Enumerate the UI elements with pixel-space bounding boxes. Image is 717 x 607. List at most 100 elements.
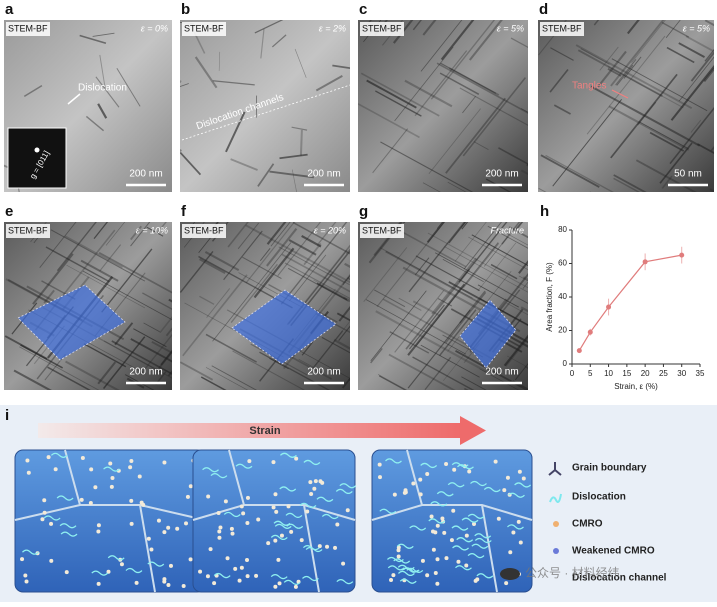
cmro-dot [276,558,280,562]
legend-label: Grain boundary [572,463,647,474]
cmro-dot [300,538,304,542]
cmro-dot [43,511,47,515]
cmro-dot [508,550,512,554]
x-tick-label: 35 [696,369,705,378]
cmro-dot [27,471,31,475]
cmro-dot [120,562,124,566]
cmro-dot [517,520,521,524]
cmro-dot [434,571,438,575]
cmro-dot [504,581,508,585]
cmro-dot [217,536,221,540]
strain-label: ε = 20% [314,225,346,235]
cmro-dot [212,581,216,585]
cmro-dot [42,498,46,502]
dislocation-line [301,130,302,156]
cmro-dot [129,459,133,463]
cmro-dot [404,488,408,492]
scale-bar-label: 200 nm [129,367,162,378]
cmro-dot [419,492,423,496]
cmro-dot [54,467,58,471]
cmro-dot [184,521,188,525]
cmro-dot [433,530,437,534]
cmro-dot [97,582,101,586]
legend-label: CMRO [572,519,603,530]
cmro-dot [166,526,170,530]
x-tick-label: 25 [659,369,668,378]
cmro-dot [273,585,277,589]
data-point [577,348,582,353]
strain-label: ε = 2% [319,23,346,33]
cmro-dot [254,574,258,578]
cmro-dot [138,474,142,478]
strain-label: Fracture [490,225,524,235]
cmro-dot [246,496,250,500]
cmro-dot [522,476,526,480]
cmro-dot [378,463,382,467]
panel-letter: c [359,1,367,18]
cmro-dot [256,517,260,521]
cmro-dot [206,574,210,578]
data-point [588,330,593,335]
cmro-dot [130,522,134,526]
annotation: Dislocation [78,83,127,94]
cmro-dot [266,541,270,545]
cmro-dot [189,557,193,561]
scale-bar-label: 50 nm [674,169,702,180]
cmro-dot [209,547,213,551]
strain-label: Strain [249,425,280,437]
cmro-dot [141,503,145,507]
detector-label: STEM-BF [184,225,224,235]
legend-icon [500,568,520,580]
scale-bar-label: 200 nm [485,169,518,180]
legend-icon [553,521,559,527]
y-tick-label: 60 [558,259,567,268]
detector-label: STEM-BF [542,23,582,33]
cmro-dot [274,510,278,514]
cmro-dot [444,556,448,560]
dislocation-line [521,307,622,362]
cmro-dot [421,559,425,563]
x-tick-label: 5 [588,369,593,378]
cmro-dot [147,537,151,541]
cmro-dot [49,522,53,526]
strain-label: ε = 10% [136,225,168,235]
cmro-dot [245,521,249,525]
panel-letter: f [181,203,187,220]
cmro-dot [89,501,93,505]
cmro-dot [333,546,337,550]
cmro-dot [110,476,114,480]
cmro-dot [335,523,339,527]
cmro-dot [393,493,397,497]
cmro-dot [425,472,429,476]
legend-label: Weakened CMRO [572,546,655,557]
cmro-dot [341,562,345,566]
cmro-dot [25,459,29,463]
watermark: 公众号 · 材料经纬 [525,566,620,580]
detector-label: STEM-BF [184,23,224,33]
cmro-dot [128,465,132,469]
cmro-dot [456,560,460,564]
cmro-dot [162,580,166,584]
cmro-dot [247,459,251,463]
scale-bar-label: 200 nm [307,169,340,180]
cmro-dot [464,564,468,568]
cmro-dot [506,476,510,480]
cmro-dot [241,511,245,515]
data-point [643,259,648,264]
detector-label: STEM-BF [8,225,48,235]
cmro-dot [497,517,501,521]
cmro-dot [411,481,415,485]
x-axis-label: Strain, ε (%) [614,382,658,391]
panel-letter: d [539,1,548,18]
cmro-dot [280,534,284,538]
cmro-dot [182,584,186,588]
cmro-dot [49,559,53,563]
cmro-dot [346,508,350,512]
cmro-dot [240,566,244,570]
cmro-dot [80,498,84,502]
cmro-dot [436,524,440,528]
panel-letter: h [540,203,549,220]
cmro-dot [475,577,479,581]
cmro-dot [186,495,190,499]
strain-label: ε = 5% [497,23,524,33]
